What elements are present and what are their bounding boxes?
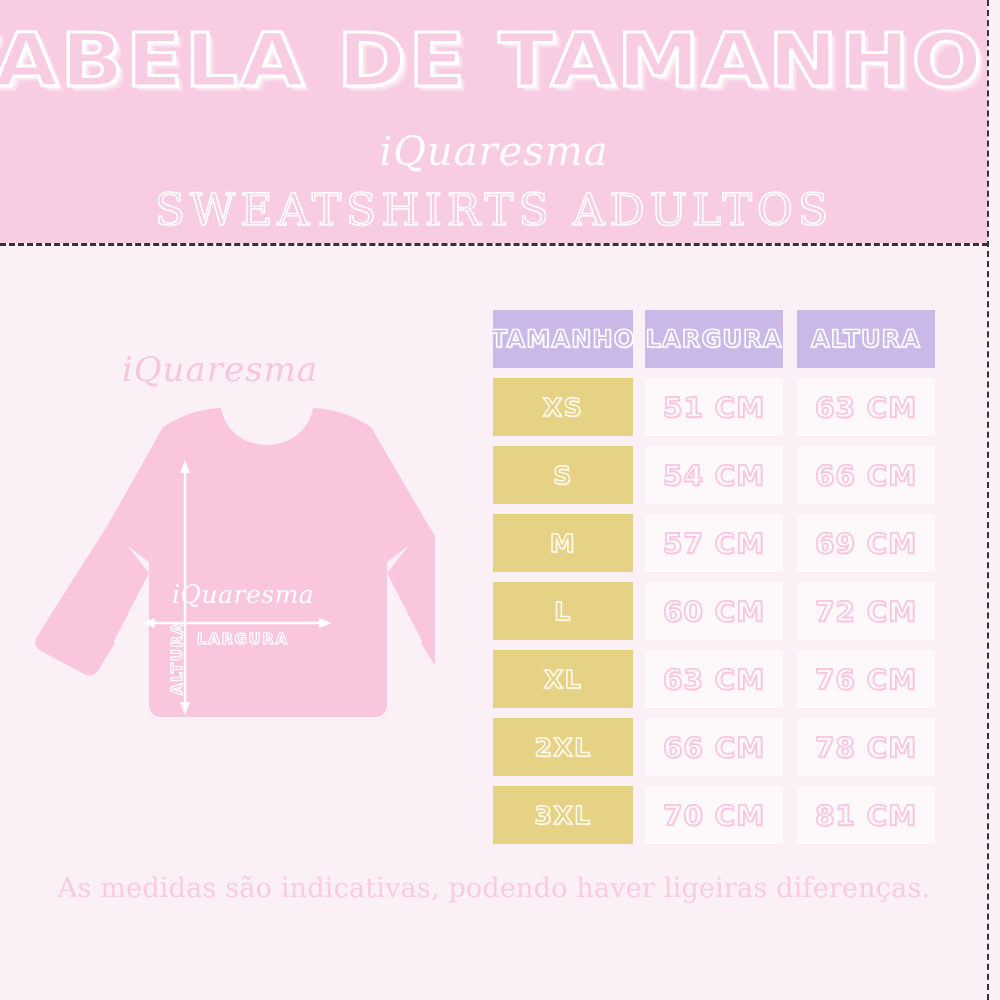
- cell-size: 3XL: [493, 786, 633, 844]
- table-row: L 60 CM 72 CM: [493, 582, 935, 640]
- measure-label-altura: ALTURA: [167, 620, 186, 695]
- column-header-altura: ALTURA: [797, 310, 935, 368]
- cell-size: L: [493, 582, 633, 640]
- table-row: XS 51 CM 63 CM: [493, 378, 935, 436]
- cell-height: 72 CM: [797, 582, 935, 640]
- cell-size: M: [493, 514, 633, 572]
- size-table: TAMANHO LARGURA ALTURA XS 51 CM 63 CM S …: [490, 310, 935, 854]
- cell-size: XL: [493, 650, 633, 708]
- cell-height: 76 CM: [797, 650, 935, 708]
- page-subtitle: SWEATSHIRTS ADULTOS: [154, 185, 834, 237]
- table-row: S 54 CM 66 CM: [493, 446, 935, 504]
- table-row: 2XL 66 CM 78 CM: [493, 718, 935, 776]
- sweatshirt-icon: [35, 408, 435, 717]
- table-row: XL 63 CM 76 CM: [493, 650, 935, 708]
- cell-height: 69 CM: [797, 514, 935, 572]
- cell-size: S: [493, 446, 633, 504]
- measure-label-largura: LARGURA: [196, 629, 289, 648]
- brand-logo-overlay: iQuaresma: [172, 580, 315, 609]
- page-title: TABELA DE TAMANHOS: [0, 18, 988, 104]
- cell-width: 63 CM: [645, 650, 783, 708]
- table-row: M 57 CM 69 CM: [493, 514, 935, 572]
- disclaimer-text: As medidas são indicativas, podendo have…: [57, 873, 931, 904]
- cell-height: 78 CM: [797, 718, 935, 776]
- cell-width: 54 CM: [645, 446, 783, 504]
- cell-width: 60 CM: [645, 582, 783, 640]
- cell-width: 51 CM: [645, 378, 783, 436]
- garment-illustration: iQuaresma iQuaresma LARGURA ALTURA: [0, 255, 470, 855]
- column-header-largura: LARGURA: [645, 310, 783, 368]
- cell-height: 66 CM: [797, 446, 935, 504]
- brand-logo-header: iQuaresma: [379, 129, 609, 175]
- table-header-row: TAMANHO LARGURA ALTURA: [490, 310, 935, 368]
- cell-size: 2XL: [493, 718, 633, 776]
- column-header-tamanho: TAMANHO: [490, 310, 635, 368]
- cell-width: 66 CM: [645, 718, 783, 776]
- header-band: TABELA DE TAMANHOS iQuaresma SWEATSHIRTS…: [0, 0, 988, 243]
- cell-width: 70 CM: [645, 786, 783, 844]
- brand-logo-illustration: iQuaresma: [121, 350, 319, 390]
- cell-size: XS: [493, 378, 633, 436]
- page-border-dashed-right: [987, 0, 989, 1000]
- header-divider-dashed: [0, 243, 988, 246]
- cell-width: 57 CM: [645, 514, 783, 572]
- cell-height: 63 CM: [797, 378, 935, 436]
- cell-height: 81 CM: [797, 786, 935, 844]
- table-row: 3XL 70 CM 81 CM: [493, 786, 935, 844]
